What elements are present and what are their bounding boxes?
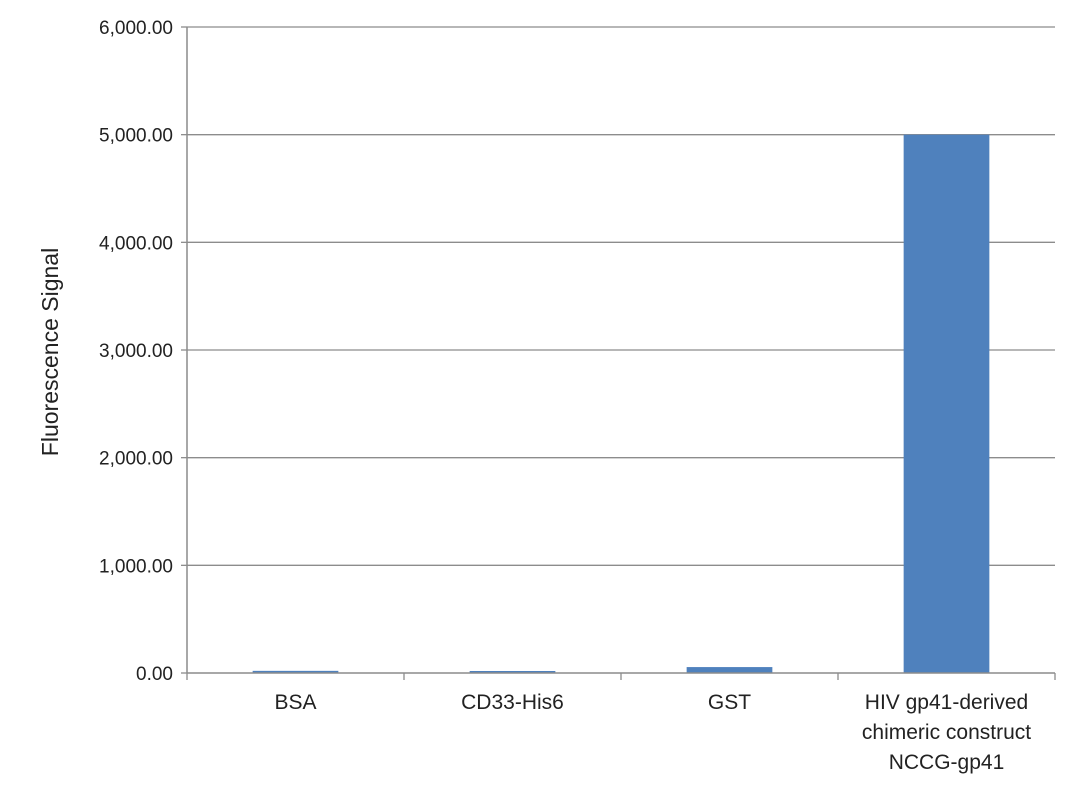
y-tick-label: 2,000.00	[99, 449, 173, 470]
x-tick-label: CD33-His6	[461, 691, 564, 714]
y-axis-title: Fluorescence Signal	[37, 248, 63, 456]
x-tick-label: BSA	[274, 691, 316, 714]
axes	[181, 26, 1056, 680]
y-tick-labels: 0.00 1,000.00 2,000.00 3,000.00 4,000.00 5,00…	[99, 18, 173, 685]
bar	[686, 667, 773, 673]
y-tick-label: 3,000.00	[99, 341, 173, 362]
x-tick-label: HIV gp41-derived	[865, 691, 1028, 714]
y-tick-label: 4,000.00	[99, 233, 173, 254]
y-tick-label: 5,000.00	[99, 126, 173, 147]
bar	[469, 671, 556, 673]
y-tick-label: 1,000.00	[99, 556, 173, 577]
bars	[252, 134, 990, 673]
bar	[252, 670, 339, 673]
bar	[903, 134, 990, 673]
x-tick-label: chimeric construct	[862, 721, 1031, 744]
x-tick-label: NCCG-gp41	[889, 751, 1005, 774]
x-tick-label: GST	[708, 691, 751, 714]
y-tick-label: 6,000.00	[99, 18, 173, 39]
x-tick-labels: BSA CD33-His6 GST HIV gp41-derived chimeric …	[274, 691, 1031, 774]
y-tick-label: 0.00	[136, 664, 173, 685]
